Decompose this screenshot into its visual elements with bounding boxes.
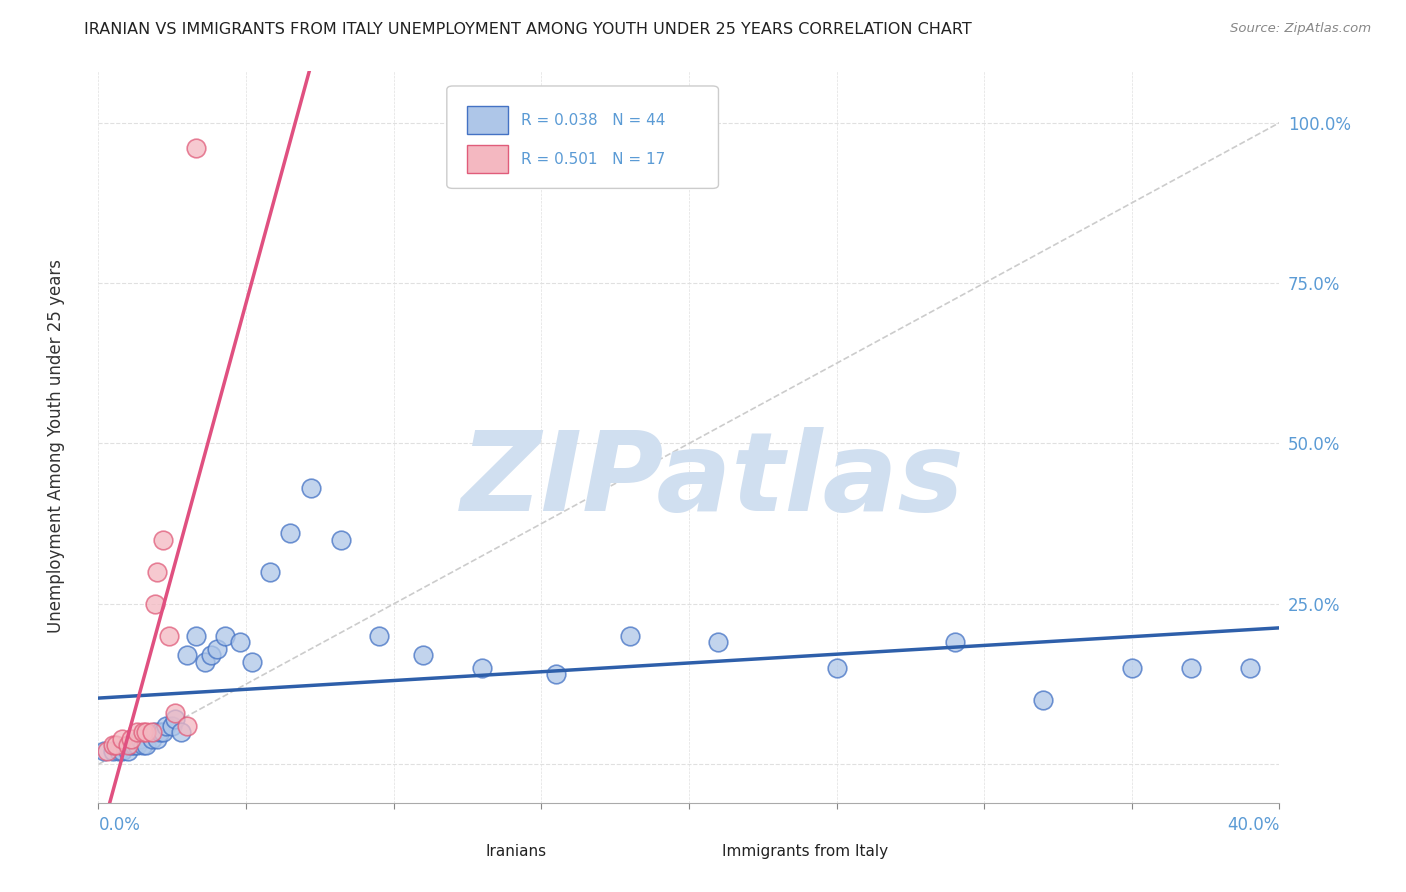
Point <box>368 629 391 643</box>
Point <box>162 719 183 733</box>
Text: IRANIAN VS IMMIGRANTS FROM ITALY UNEMPLOYMENT AMONG YOUTH UNDER 25 YEARS CORRELA: IRANIAN VS IMMIGRANTS FROM ITALY UNEMPLO… <box>84 22 972 37</box>
Point <box>546 667 568 681</box>
Point <box>619 629 641 643</box>
Point <box>125 738 148 752</box>
Point <box>117 744 139 758</box>
Point <box>1121 661 1143 675</box>
Text: Iranians: Iranians <box>486 845 547 859</box>
Point <box>141 731 163 746</box>
Point <box>943 635 966 649</box>
Point <box>149 725 172 739</box>
Point <box>135 725 157 739</box>
Point <box>120 738 142 752</box>
Point <box>135 738 157 752</box>
Point <box>152 725 174 739</box>
Point <box>146 731 169 746</box>
Point <box>1032 693 1054 707</box>
Point <box>229 635 252 649</box>
Point <box>1180 661 1202 675</box>
Point <box>165 706 187 720</box>
Point <box>128 731 150 746</box>
Point <box>329 533 352 547</box>
FancyBboxPatch shape <box>467 106 508 135</box>
Point <box>471 661 494 675</box>
Point <box>105 738 128 752</box>
Text: 40.0%: 40.0% <box>1227 815 1279 834</box>
Point <box>152 533 174 547</box>
Point <box>184 629 207 643</box>
Point <box>103 744 125 758</box>
Point <box>96 744 118 758</box>
Point <box>176 648 198 663</box>
Point <box>117 738 139 752</box>
Point <box>111 731 134 746</box>
Point <box>184 141 207 155</box>
Point <box>280 526 302 541</box>
Text: 0.0%: 0.0% <box>98 815 141 834</box>
Point <box>125 725 148 739</box>
Text: R = 0.038   N = 44: R = 0.038 N = 44 <box>522 113 665 128</box>
Point <box>1239 661 1261 675</box>
Point <box>176 719 198 733</box>
Point <box>299 482 322 496</box>
Point <box>141 725 163 739</box>
Point <box>214 629 236 643</box>
Point <box>200 648 222 663</box>
Point <box>157 629 180 643</box>
Point <box>412 648 434 663</box>
FancyBboxPatch shape <box>665 840 710 863</box>
Point <box>103 738 125 752</box>
Point <box>259 565 281 579</box>
Point <box>165 712 187 726</box>
Point <box>108 744 131 758</box>
Point <box>111 744 134 758</box>
Point <box>825 661 848 675</box>
Point <box>170 725 193 739</box>
Point <box>120 731 142 746</box>
Text: R = 0.501   N = 17: R = 0.501 N = 17 <box>522 152 665 167</box>
Point <box>143 725 166 739</box>
Text: Unemployment Among Youth under 25 years: Unemployment Among Youth under 25 years <box>48 259 65 633</box>
Text: Immigrants from Italy: Immigrants from Italy <box>723 845 889 859</box>
FancyBboxPatch shape <box>467 145 508 173</box>
Point <box>205 641 228 656</box>
Point <box>143 597 166 611</box>
Point <box>122 738 145 752</box>
FancyBboxPatch shape <box>429 840 474 863</box>
Text: Source: ZipAtlas.com: Source: ZipAtlas.com <box>1230 22 1371 36</box>
Point <box>155 719 177 733</box>
Point <box>132 738 155 752</box>
Point <box>132 725 155 739</box>
Point <box>93 744 115 758</box>
Text: ZIPatlas: ZIPatlas <box>461 427 965 534</box>
Point <box>146 565 169 579</box>
Point <box>194 655 217 669</box>
FancyBboxPatch shape <box>447 86 718 188</box>
Point <box>707 635 730 649</box>
Point <box>240 655 263 669</box>
